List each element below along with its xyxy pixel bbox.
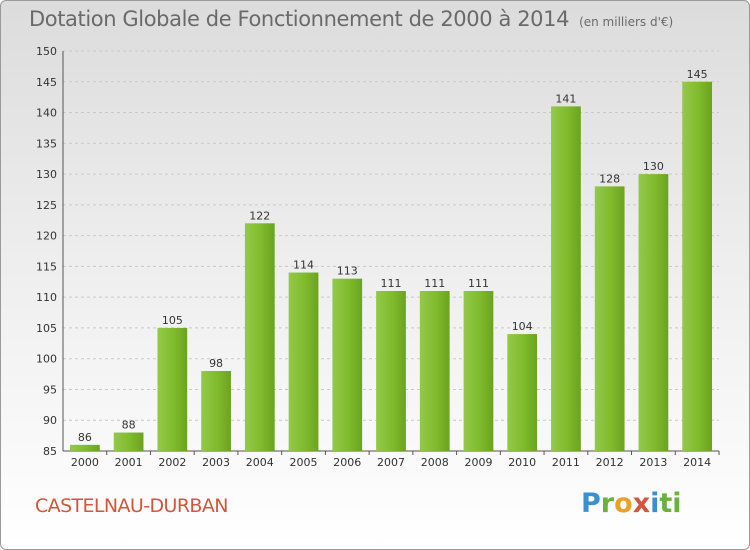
bar [201, 371, 231, 451]
bar [376, 291, 406, 451]
bars [69, 81, 713, 452]
y-tick-label: 100 [36, 353, 57, 366]
data-label: 105 [162, 314, 183, 327]
data-label: 145 [687, 68, 708, 81]
chart-title: Dotation Globale de Fonctionnement de 20… [29, 7, 673, 31]
city-name: CASTELNAU-DURBAN [35, 495, 228, 517]
x-tick-label: 2004 [246, 456, 274, 469]
x-tick-label: 2007 [377, 456, 405, 469]
x-tick-label: 2013 [639, 456, 667, 469]
bar [157, 327, 188, 451]
x-tick-label: 2001 [115, 456, 143, 469]
y-tick-label: 90 [43, 414, 57, 427]
data-label: 104 [512, 320, 533, 333]
data-label: 130 [643, 160, 664, 173]
data-label: 122 [249, 209, 270, 222]
data-label: 98 [209, 357, 223, 370]
y-tick-label: 85 [43, 445, 57, 458]
x-tick-label: 2000 [71, 456, 99, 469]
x-tick-label: 2010 [508, 456, 536, 469]
data-label: 86 [78, 431, 92, 444]
x-tick-label: 2006 [333, 456, 361, 469]
x-tick-labels: 2000 2001 2002 2003 2004 2005 2006 2007 2008 2009… [71, 456, 711, 469]
data-label: 111 [381, 277, 402, 290]
logo-letter: r [600, 488, 615, 519]
data-label: 88 [122, 419, 136, 432]
bar [594, 186, 625, 451]
logo-letter: P [581, 488, 601, 519]
data-label: 114 [293, 259, 314, 272]
bar [682, 81, 713, 452]
bar [244, 223, 275, 451]
x-tick-label: 2003 [202, 456, 230, 469]
y-tick-label: 115 [36, 260, 57, 273]
bar [507, 334, 538, 451]
bar [638, 174, 669, 452]
data-label: 111 [468, 277, 489, 290]
bar [463, 291, 494, 451]
bar [332, 278, 363, 451]
x-tick-label: 2002 [158, 456, 186, 469]
logo-letter: ti [659, 488, 682, 519]
proxiti-logo: Proxiti [581, 488, 682, 519]
y-tick-label: 105 [36, 322, 57, 335]
y-tick-label: 135 [36, 137, 57, 150]
x-tick-label: 2008 [421, 456, 449, 469]
bar [288, 272, 319, 451]
logo-letter: x [632, 488, 651, 519]
y-tick-label: 125 [36, 199, 57, 212]
value-labels: 86 88 105 98 122 114 113 111 111 111 104 141 128 130 1… [78, 68, 708, 444]
y-tick-label: 140 [36, 107, 57, 120]
y-tick-label: 110 [36, 291, 57, 304]
x-tick-label: 2012 [596, 456, 624, 469]
chart-title-text: Dotation Globale de Fonctionnement de 20… [29, 7, 570, 31]
bar [69, 444, 100, 451]
bar [419, 291, 450, 451]
y-tick-label: 95 [43, 383, 57, 396]
data-label: 113 [337, 265, 358, 278]
data-label: 128 [599, 172, 620, 185]
y-tick-label: 145 [36, 76, 57, 89]
y-tick-label: 150 [36, 45, 57, 58]
x-tick-label: 2009 [464, 456, 492, 469]
bar [113, 432, 144, 451]
y-tick-labels: 85 90 95 100 105 110 115 120 125 130 135 140 145 150 [36, 45, 57, 458]
chart-unit-note: (en milliers d'€) [579, 15, 674, 29]
bar [551, 106, 581, 451]
logo-letter: i [650, 488, 660, 519]
data-label: 141 [555, 92, 576, 105]
logo-letter: o [614, 488, 633, 519]
data-label: 111 [424, 277, 445, 290]
y-tick-label: 120 [36, 230, 57, 243]
x-tick-label: 2011 [552, 456, 580, 469]
y-tick-label: 130 [36, 168, 57, 181]
x-tick-label: 2005 [290, 456, 318, 469]
x-tick-label: 2014 [683, 456, 711, 469]
